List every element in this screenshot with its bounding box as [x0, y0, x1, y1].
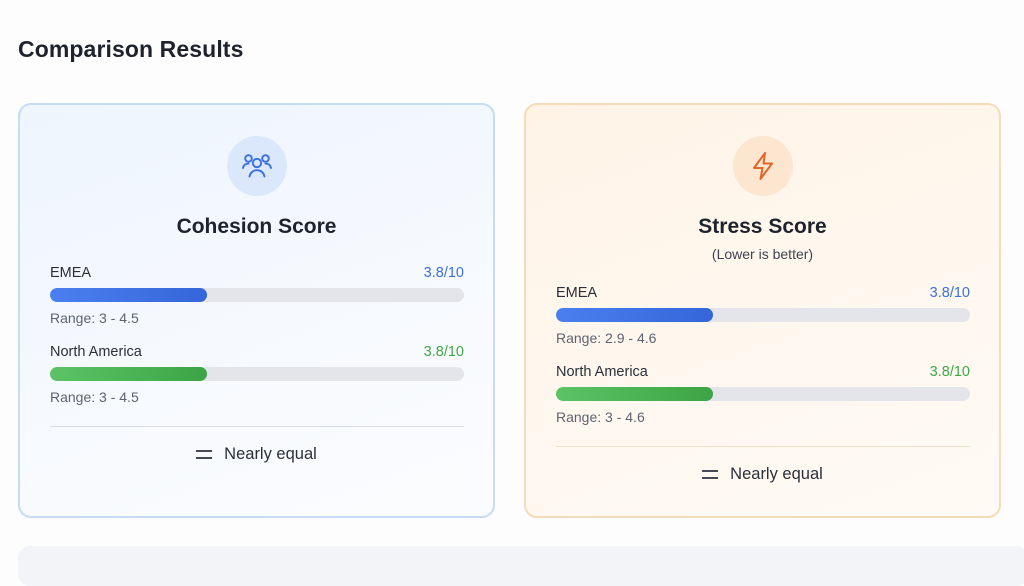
next-section-panel — [18, 546, 1024, 586]
equals-icon — [702, 470, 719, 479]
score-bar-track — [50, 367, 464, 381]
score-bar-track — [556, 308, 970, 322]
metric-emea: EMEA 3.8/10 Range: 3 - 4.5 — [50, 265, 464, 326]
metric-value: 3.8/10 — [423, 344, 464, 360]
card-subtitle: (Lower is better) — [711, 246, 814, 262]
page-title: Comparison Results — [18, 36, 244, 62]
metric-label: North America — [556, 364, 648, 380]
score-bar-fill — [50, 288, 208, 302]
score-bar-track — [50, 288, 464, 302]
metric-value: 3.8/10 — [423, 265, 464, 281]
verdict-text: Nearly equal — [730, 465, 823, 483]
lightning-icon — [733, 136, 793, 196]
comparison-verdict: Nearly equal — [20, 445, 493, 464]
metric-range: Range: 3 - 4.5 — [50, 389, 139, 405]
score-bar-fill — [50, 367, 208, 381]
metric-emea: EMEA 3.8/10 Range: 2.9 - 4.6 — [556, 285, 970, 346]
cohesion-score-card: Cohesion Score EMEA 3.8/10 Range: 3 - 4.… — [18, 103, 495, 518]
equals-icon — [196, 450, 213, 459]
card-title: Cohesion Score — [176, 215, 337, 238]
metric-label: North America — [50, 344, 142, 360]
score-bar-fill — [556, 308, 714, 322]
divider — [50, 426, 464, 427]
metric-north-america: North America 3.8/10 Range: 3 - 4.5 — [50, 344, 464, 405]
score-bar-fill — [556, 387, 714, 401]
metric-range: Range: 3 - 4.5 — [50, 310, 139, 326]
metric-value: 3.8/10 — [929, 285, 970, 301]
card-title: Stress Score — [698, 215, 827, 238]
stress-score-card: Stress Score (Lower is better) EMEA 3.8/… — [524, 103, 1001, 518]
divider — [556, 446, 970, 447]
metric-label: EMEA — [50, 265, 92, 281]
metric-north-america: North America 3.8/10 Range: 3 - 4.6 — [556, 364, 970, 425]
metric-value: 3.8/10 — [929, 364, 970, 380]
comparison-verdict: Nearly equal — [526, 465, 999, 484]
metric-label: EMEA — [556, 285, 598, 301]
users-group-icon — [227, 136, 287, 196]
verdict-text: Nearly equal — [224, 445, 317, 463]
score-bar-track — [556, 387, 970, 401]
metric-range: Range: 2.9 - 4.6 — [556, 330, 657, 346]
metric-range: Range: 3 - 4.6 — [556, 409, 645, 425]
